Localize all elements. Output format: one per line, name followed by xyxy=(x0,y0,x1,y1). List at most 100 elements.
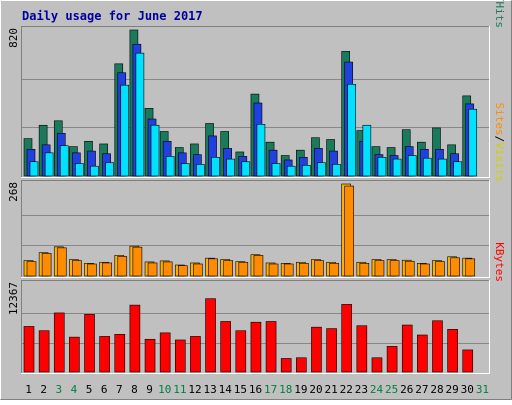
bar-kbytes-day-27 xyxy=(417,334,428,373)
x-tick-label: 26 xyxy=(400,383,413,396)
bar-pages-day-5 xyxy=(90,165,99,177)
bar-pages-day-4 xyxy=(75,163,84,177)
bar-kbytes-day-6 xyxy=(99,336,110,373)
bar-pages-day-21 xyxy=(332,164,341,177)
bar-pages-day-25 xyxy=(392,158,402,177)
x-tick-label: 9 xyxy=(146,383,153,396)
legend-separator: / xyxy=(493,136,506,143)
x-tick-label: 17 xyxy=(264,383,277,396)
bar-pages-day-19 xyxy=(302,165,311,177)
x-tick-label: 28 xyxy=(430,383,443,396)
bar-pages-day-12 xyxy=(196,164,205,177)
x-tick-label: 16 xyxy=(249,383,262,396)
bar-sites-day-2 xyxy=(41,253,52,277)
bar-pages-day-29 xyxy=(453,161,462,177)
bar-pages-day-20 xyxy=(317,162,326,177)
legend-separator: / xyxy=(493,0,506,2)
x-tick-label: 3 xyxy=(56,383,63,396)
bar-sites-day-1 xyxy=(26,261,37,277)
bar-kbytes-day-16 xyxy=(250,321,262,373)
x-tick-label: 11 xyxy=(173,383,186,396)
bar-kbytes-day-21 xyxy=(326,328,337,373)
legend-entry-sites: Sites xyxy=(493,103,506,136)
bar-sites-day-8 xyxy=(132,246,143,277)
bar-sites-day-24 xyxy=(374,260,385,277)
bar-sites-day-29 xyxy=(450,257,460,277)
x-tick-label: 20 xyxy=(309,383,322,396)
bar-kbytes-day-4 xyxy=(69,336,80,373)
bar-sites-day-12 xyxy=(193,263,203,277)
bar-pages-day-11 xyxy=(180,163,190,177)
bar-pages-day-8 xyxy=(135,52,145,177)
bar-kbytes-day-10 xyxy=(159,332,171,373)
panel-hits-files-pages: 820 Pages/Files/Hits xyxy=(7,0,506,178)
bar-pages-day-24 xyxy=(377,157,387,177)
bar-pages-day-28 xyxy=(438,158,447,177)
bar-pages-day-2 xyxy=(44,152,54,177)
bar-kbytes-day-15 xyxy=(235,330,247,373)
bar-kbytes-day-5 xyxy=(84,314,95,373)
bar-pages-day-3 xyxy=(59,145,69,177)
bar-kbytes-day-30 xyxy=(462,349,474,373)
bar-pages-day-27 xyxy=(423,157,432,177)
bar-pages-day-9 xyxy=(150,124,160,177)
bar-pages-day-23 xyxy=(362,124,372,177)
x-tick-label: 5 xyxy=(86,383,93,396)
legend-visits-sites: Sites/Visits xyxy=(493,103,506,183)
bar-sites-day-19 xyxy=(299,262,309,277)
x-tick-label: 7 xyxy=(116,383,123,396)
x-tick-label: 30 xyxy=(461,383,474,396)
bar-sites-day-6 xyxy=(102,262,112,277)
bar-sites-day-30 xyxy=(465,258,476,277)
bar-sites-day-27 xyxy=(420,263,430,277)
x-tick-label: 6 xyxy=(101,383,108,396)
bar-pages-day-6 xyxy=(105,162,114,177)
bar-kbytes-day-28 xyxy=(432,320,443,373)
panel-kbytes: 12367 KBytes xyxy=(7,242,506,374)
x-tick-label: 21 xyxy=(325,383,338,396)
x-tick-label: 31 xyxy=(476,383,489,396)
bar-sites-day-11 xyxy=(177,265,188,277)
bar-kbytes-day-25 xyxy=(386,346,398,373)
bar-pages-day-15 xyxy=(241,161,251,177)
legend-entry-visits: Visits xyxy=(493,142,506,182)
x-tick-label: 13 xyxy=(203,383,216,396)
panel-visits-sites: 268 Sites/Visits xyxy=(7,103,506,278)
x-tick-label: 12 xyxy=(188,383,201,396)
bar-kbytes-day-24 xyxy=(371,357,383,373)
bar-sites-day-17 xyxy=(268,263,279,277)
x-tick-label: 24 xyxy=(370,383,384,396)
bar-kbytes-day-18 xyxy=(280,358,292,373)
bar-pages-day-10 xyxy=(165,156,175,177)
bar-pages-day-30 xyxy=(468,108,478,177)
bar-kbytes-day-20 xyxy=(311,326,322,373)
x-tick-label: 19 xyxy=(294,383,307,396)
bar-kbytes-day-8 xyxy=(129,304,141,373)
bar-kbytes-day-2 xyxy=(38,330,50,373)
bar-sites-day-5 xyxy=(87,263,97,277)
bar-sites-day-21 xyxy=(329,262,339,277)
bar-sites-day-28 xyxy=(435,261,445,277)
legend-kbytes: KBytes xyxy=(493,242,506,282)
bar-kbytes-day-23 xyxy=(356,325,368,373)
bar-kbytes-day-14 xyxy=(220,321,231,373)
bar-sites-day-13 xyxy=(208,258,218,277)
x-tick-label: 15 xyxy=(234,383,247,396)
bar-sites-day-16 xyxy=(253,255,264,277)
bar-sites-day-10 xyxy=(162,261,173,277)
bar-pages-day-26 xyxy=(407,155,417,177)
x-tick-label: 29 xyxy=(446,383,459,396)
legend-entry-hits: Hits xyxy=(493,2,506,29)
bar-pages-day-1 xyxy=(29,161,39,177)
bar-kbytes-day-1 xyxy=(23,326,35,373)
bar-sites-day-22 xyxy=(344,185,355,277)
bar-kbytes-day-3 xyxy=(53,312,65,373)
x-tick-label: 18 xyxy=(279,383,292,396)
legend-entry-kbytes: KBytes xyxy=(493,242,506,282)
legend-hits-files-pages: Pages/Files/Hits xyxy=(493,0,506,28)
bar-pages-day-18 xyxy=(286,165,296,177)
bar-pages-day-13 xyxy=(211,157,220,177)
bar-kbytes-day-11 xyxy=(174,339,186,373)
bar-sites-day-7 xyxy=(117,256,128,277)
